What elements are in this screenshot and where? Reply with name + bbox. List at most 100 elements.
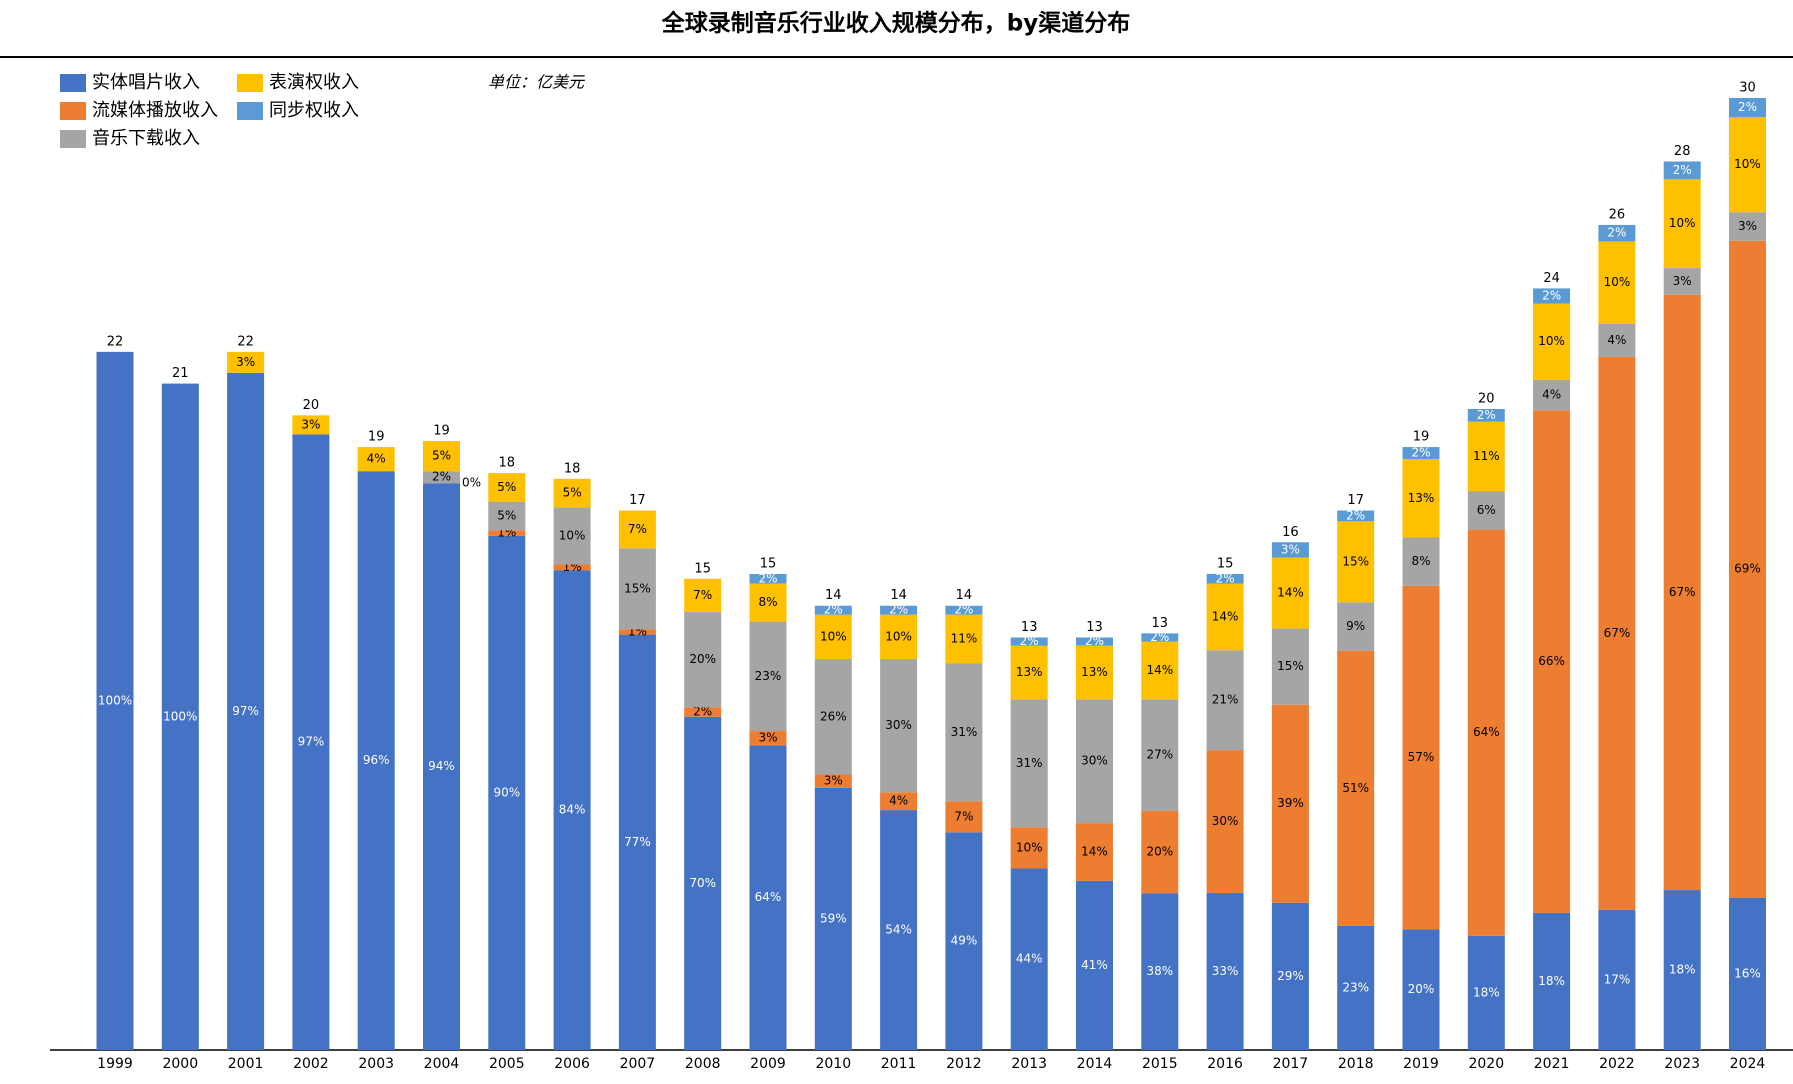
bar-segment — [1206, 650, 1244, 751]
x-tick-label: 2022 — [1599, 1056, 1635, 1072]
bar-segment — [618, 510, 656, 549]
bar-segment — [749, 621, 787, 732]
x-tick-label: 2020 — [1468, 1056, 1504, 1072]
bar-segment — [1598, 909, 1636, 1050]
segment-label: 90% — [493, 785, 520, 799]
x-tick-label: 2013 — [1011, 1056, 1047, 1072]
segment-label: 2% — [1607, 226, 1626, 240]
total-label: 20 — [303, 398, 320, 413]
segment-label: 49% — [951, 934, 978, 948]
segment-label: 30% — [885, 718, 912, 732]
segment-label: 67% — [1669, 585, 1696, 599]
segment-label: 97% — [232, 704, 259, 718]
bar-segment — [1010, 645, 1048, 700]
unit-note: 单位：亿美元 — [488, 73, 586, 92]
total-label: 18 — [564, 461, 581, 476]
bar-segment — [1206, 892, 1244, 1050]
x-tick-label: 2015 — [1142, 1056, 1178, 1072]
segment-label: 2% — [693, 705, 712, 719]
total-label: 14 — [825, 588, 842, 603]
segment-label: 7% — [628, 522, 647, 536]
segment-label: 67% — [1604, 626, 1631, 640]
total-label: 26 — [1609, 207, 1626, 222]
bar-segment — [1598, 241, 1636, 324]
bar-segment — [1598, 356, 1636, 910]
segment-label: 14% — [1081, 844, 1108, 858]
segment-label: 11% — [951, 632, 978, 646]
segment-label: 39% — [1277, 796, 1304, 810]
x-tick-label: 2005 — [489, 1056, 525, 1072]
bar-segment — [684, 707, 722, 717]
segment-label: 23% — [755, 669, 782, 683]
segment-label: 96% — [363, 753, 390, 767]
segment-label: 5% — [497, 508, 516, 522]
bar-segment — [1337, 650, 1375, 926]
segment-label: 97% — [298, 735, 325, 749]
bar-segment — [618, 634, 656, 1050]
x-tick-label: 2000 — [162, 1056, 198, 1072]
bar-segment — [1271, 628, 1309, 705]
segment-label: 3% — [236, 355, 255, 369]
bar-segment — [1076, 637, 1113, 646]
bar-segment — [814, 774, 852, 788]
segment-label: 8% — [758, 595, 777, 609]
x-tick-label: 2012 — [946, 1056, 982, 1072]
segment-label: 29% — [1277, 969, 1304, 983]
bar-segment — [1402, 585, 1440, 930]
segment-label: 21% — [1212, 693, 1239, 707]
segment-label: 64% — [755, 890, 782, 904]
bar-segment — [1141, 641, 1179, 700]
segment-label: 2% — [889, 603, 908, 617]
bar-segment — [1467, 421, 1505, 492]
segment-label: 13% — [1081, 665, 1108, 679]
x-tick-label: 2007 — [620, 1056, 656, 1072]
total-label: 21 — [172, 366, 189, 381]
bar-segment — [1271, 902, 1309, 1050]
bar-segment — [1141, 633, 1179, 642]
bar-segment — [227, 351, 265, 373]
segment-label: 3% — [301, 417, 320, 431]
segment-label: 5% — [432, 449, 451, 463]
legend-label: 同步权收入 — [269, 100, 359, 121]
legend-label: 表演权收入 — [269, 72, 359, 93]
segment-label: 69% — [1734, 562, 1761, 576]
segment-label: 2% — [1738, 100, 1757, 114]
segment-label: 15% — [1277, 659, 1304, 673]
segment-label: 26% — [820, 709, 847, 723]
segment-label: 2% — [432, 470, 451, 484]
total-label: 14 — [890, 588, 907, 603]
segment-label: 94% — [428, 759, 455, 773]
bar-segment — [1271, 704, 1309, 903]
x-tick-label: 2019 — [1403, 1056, 1439, 1072]
segment-label: 15% — [624, 581, 651, 595]
legend-swatch — [60, 74, 86, 92]
bar-segment — [1598, 224, 1636, 242]
bar-segment — [1206, 750, 1244, 893]
bar-segment — [1402, 537, 1440, 586]
segment-label: 3% — [1673, 274, 1692, 288]
total-label: 22 — [237, 334, 254, 349]
bar-segment — [1402, 459, 1440, 538]
bar-segment — [814, 659, 852, 775]
bar-segment — [423, 471, 460, 484]
bar-segment — [945, 832, 983, 1050]
segment-label: 18% — [1669, 963, 1696, 977]
legend-swatch — [60, 102, 86, 120]
segment-label: 4% — [367, 452, 386, 466]
segment-label: 4% — [1542, 388, 1561, 402]
x-tick-label: 2023 — [1664, 1056, 1700, 1072]
bar-segment — [553, 564, 591, 571]
total-label: 14 — [956, 588, 973, 603]
segment-label: 20% — [1408, 982, 1435, 996]
segment-label: 2% — [1020, 634, 1039, 648]
segment-label: 20% — [1146, 844, 1173, 858]
segment-label: 2% — [1673, 163, 1692, 177]
segment-label: 59% — [820, 911, 847, 925]
total-label: 16 — [1282, 525, 1299, 540]
segment-label: 14% — [1212, 609, 1239, 623]
segment-label: 2% — [1477, 408, 1496, 422]
segment-label: 31% — [1016, 756, 1043, 770]
segment-label: 3% — [1738, 219, 1757, 233]
segment-label: 3% — [758, 731, 777, 745]
